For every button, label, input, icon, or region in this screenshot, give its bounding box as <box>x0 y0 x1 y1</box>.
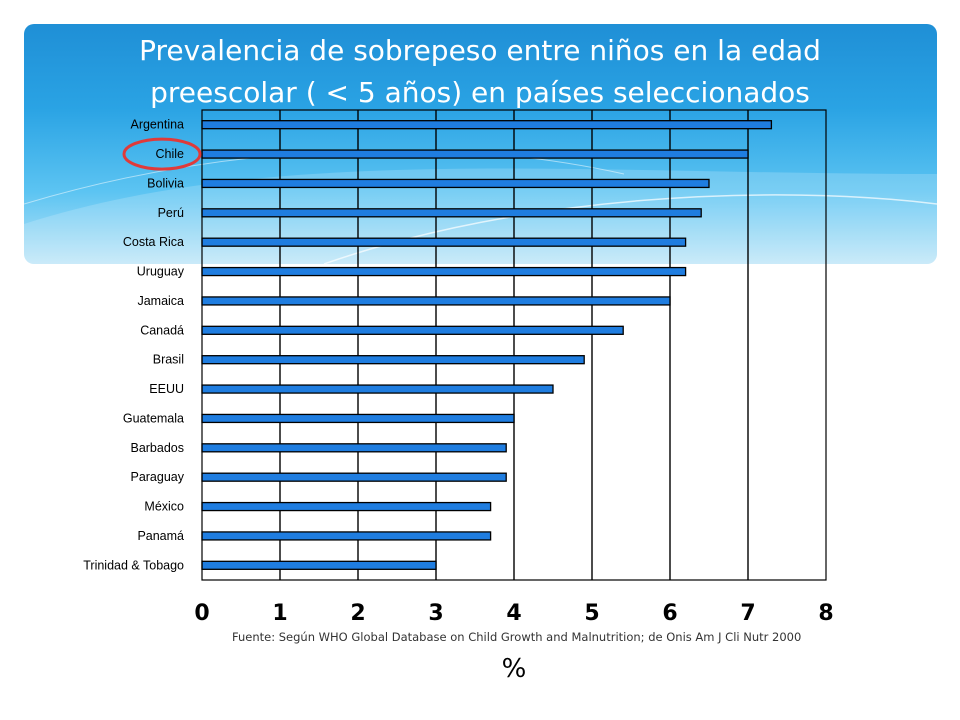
bar <box>201 266 687 277</box>
bar <box>201 325 624 335</box>
category-label: Uruguay <box>137 265 185 279</box>
bar <box>201 149 749 159</box>
category-label: Barbados <box>130 441 184 455</box>
category-label: Canadá <box>140 323 184 337</box>
category-label: Argentina <box>130 118 184 132</box>
bar <box>201 531 492 541</box>
highlight-ring <box>122 137 202 171</box>
bar <box>201 178 710 189</box>
category-label: Costa Rica <box>123 235 184 249</box>
bars <box>201 120 773 570</box>
bar <box>201 560 437 570</box>
grid-lines <box>279 110 749 580</box>
x-tick-label: 8 <box>818 601 833 626</box>
bar <box>201 237 687 247</box>
x-tick-label: 5 <box>584 601 599 626</box>
bar <box>201 501 492 512</box>
bar <box>201 120 773 130</box>
x-tick-label: 3 <box>428 601 443 626</box>
category-label: EEUU <box>149 382 184 396</box>
source-note: Fuente: Según WHO Global Database on Chi… <box>232 630 802 644</box>
x-tick-label: 7 <box>740 601 755 626</box>
category-labels: Argentina Chile Bolivia Perú Costa Rica Urugu… <box>83 118 185 573</box>
bar <box>201 443 507 453</box>
category-label: Panamá <box>137 529 184 543</box>
category-label: Bolivia <box>147 176 184 190</box>
category-label: Chile <box>156 147 185 161</box>
category-label: Perú <box>158 206 184 220</box>
category-label: Jamaica <box>137 294 184 308</box>
x-tick-label: 6 <box>662 601 677 626</box>
bar <box>201 296 671 306</box>
bar <box>201 413 515 424</box>
category-label: Brasil <box>153 353 184 367</box>
bar <box>201 472 507 482</box>
x-tick-label: 2 <box>350 601 365 626</box>
category-label: Paraguay <box>130 470 184 484</box>
plot-frame <box>201 109 827 581</box>
bar <box>201 208 702 218</box>
x-tick-label: 1 <box>272 601 287 626</box>
x-tick-label: 4 <box>506 601 521 626</box>
category-label: Guatemala <box>123 411 184 425</box>
x-axis-label: % <box>502 654 527 684</box>
bar <box>201 355 585 365</box>
category-label: México <box>144 500 184 514</box>
bar <box>201 384 554 394</box>
slide-title: Prevalencia de sobrepeso entre niños en … <box>139 34 821 109</box>
x-tick-label: 0 <box>194 601 209 626</box>
category-label: Trinidad & Tobago <box>83 558 184 572</box>
x-tick-labels: 0 1 2 3 4 5 6 7 8 <box>194 601 833 626</box>
